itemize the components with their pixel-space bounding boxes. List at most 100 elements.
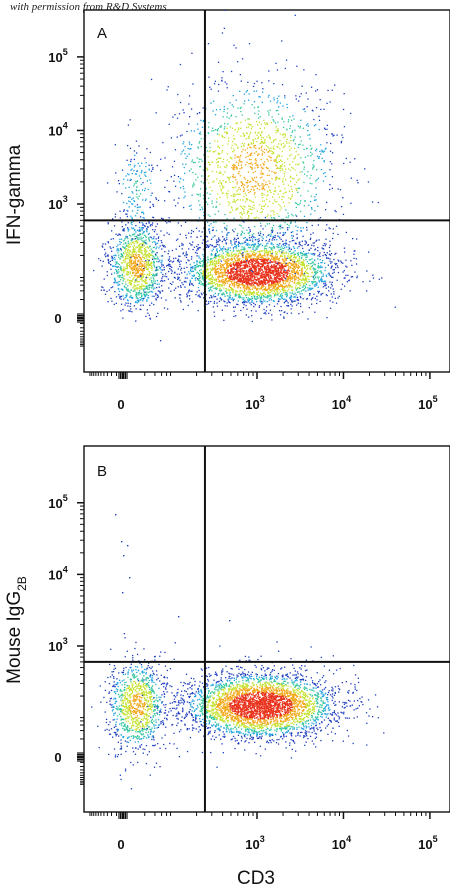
event-dot (272, 274, 274, 276)
event-dot (228, 276, 230, 279)
event-dot (252, 244, 254, 246)
event-dot (301, 311, 304, 313)
event-dot (142, 240, 144, 243)
event-dot (139, 289, 141, 292)
event-dot (176, 136, 178, 138)
event-dot (254, 266, 256, 269)
event-dot (223, 259, 225, 261)
event-dot (323, 150, 326, 152)
event-dot (232, 268, 234, 270)
event-dot (266, 288, 268, 291)
event-dot (323, 108, 325, 110)
event-dot (304, 267, 306, 269)
event-dot (211, 229, 214, 232)
event-dot (131, 252, 133, 254)
event-dot (142, 231, 145, 233)
event-dot (148, 273, 150, 275)
event-dot (221, 280, 224, 283)
event-dot (332, 232, 334, 235)
event-dot (299, 275, 301, 277)
event-dot (268, 299, 270, 301)
event-dot (262, 91, 264, 93)
event-dot (219, 246, 221, 248)
event-dot (130, 260, 132, 262)
event-dot (219, 262, 221, 265)
event-dot (196, 249, 198, 252)
event-dot (214, 270, 216, 272)
event-dot (329, 161, 331, 163)
event-dot (343, 93, 345, 95)
event-dot (218, 254, 220, 256)
event-dot (296, 304, 298, 306)
event-dot (213, 287, 215, 289)
event-dot (138, 291, 140, 293)
event-dot (270, 270, 272, 272)
event-dot (245, 253, 247, 255)
event-dot (228, 289, 230, 291)
event-dot (136, 267, 138, 269)
event-dot (237, 278, 239, 280)
event-dot (337, 297, 339, 299)
event-dot (262, 88, 264, 90)
event-dot (277, 267, 280, 269)
event-dot (274, 285, 276, 287)
event-dot (266, 265, 268, 267)
event-dot (205, 235, 207, 237)
event-dot (279, 232, 281, 234)
event-dot (258, 281, 260, 283)
event-dot (127, 251, 129, 253)
event-dot (180, 153, 182, 155)
event-dot (119, 234, 122, 236)
event-dot (180, 267, 183, 269)
event-dot (238, 295, 240, 297)
event-dot (200, 235, 202, 238)
event-dot (282, 243, 284, 246)
event-dot (244, 290, 246, 292)
event-dot (111, 259, 113, 261)
event-dot (295, 265, 297, 267)
event-dot (279, 280, 281, 282)
event-dot (205, 281, 207, 283)
event-dot (285, 264, 287, 266)
event-dot (213, 315, 216, 317)
event-dot (335, 263, 337, 266)
event-dot (271, 253, 273, 255)
event-dot (243, 242, 245, 244)
event-dot (127, 254, 130, 256)
event-dot (229, 277, 231, 279)
event-dot (132, 287, 134, 289)
event-dot (279, 246, 281, 248)
event-dot (190, 208, 192, 210)
event-dot (211, 290, 213, 292)
event-dot (246, 308, 248, 310)
event-dot (285, 271, 288, 273)
event-dot (278, 106, 280, 108)
event-dot (259, 292, 262, 294)
event-dot (242, 284, 245, 286)
event-dot (128, 259, 131, 261)
event-dot (248, 286, 250, 288)
event-dot (282, 289, 284, 291)
event-dot (151, 295, 153, 297)
event-dot (118, 233, 121, 236)
event-dot (172, 260, 175, 262)
event-dot (267, 281, 269, 283)
event-dot (216, 287, 218, 290)
event-dot (125, 287, 127, 289)
event-dot (253, 245, 256, 248)
event-dot (258, 279, 260, 281)
event-dot (247, 272, 249, 274)
event-dot (227, 288, 230, 291)
event-dot (152, 229, 154, 231)
event-dot (257, 285, 259, 287)
event-dot (145, 251, 147, 253)
event-dot (111, 255, 113, 257)
event-dot (280, 238, 282, 240)
event-dot (252, 261, 254, 264)
event-dot (281, 255, 283, 257)
event-dot (179, 265, 181, 268)
event-dot (247, 297, 249, 299)
event-dot (139, 229, 141, 231)
event-dot (293, 272, 296, 274)
event-dot (236, 281, 238, 283)
